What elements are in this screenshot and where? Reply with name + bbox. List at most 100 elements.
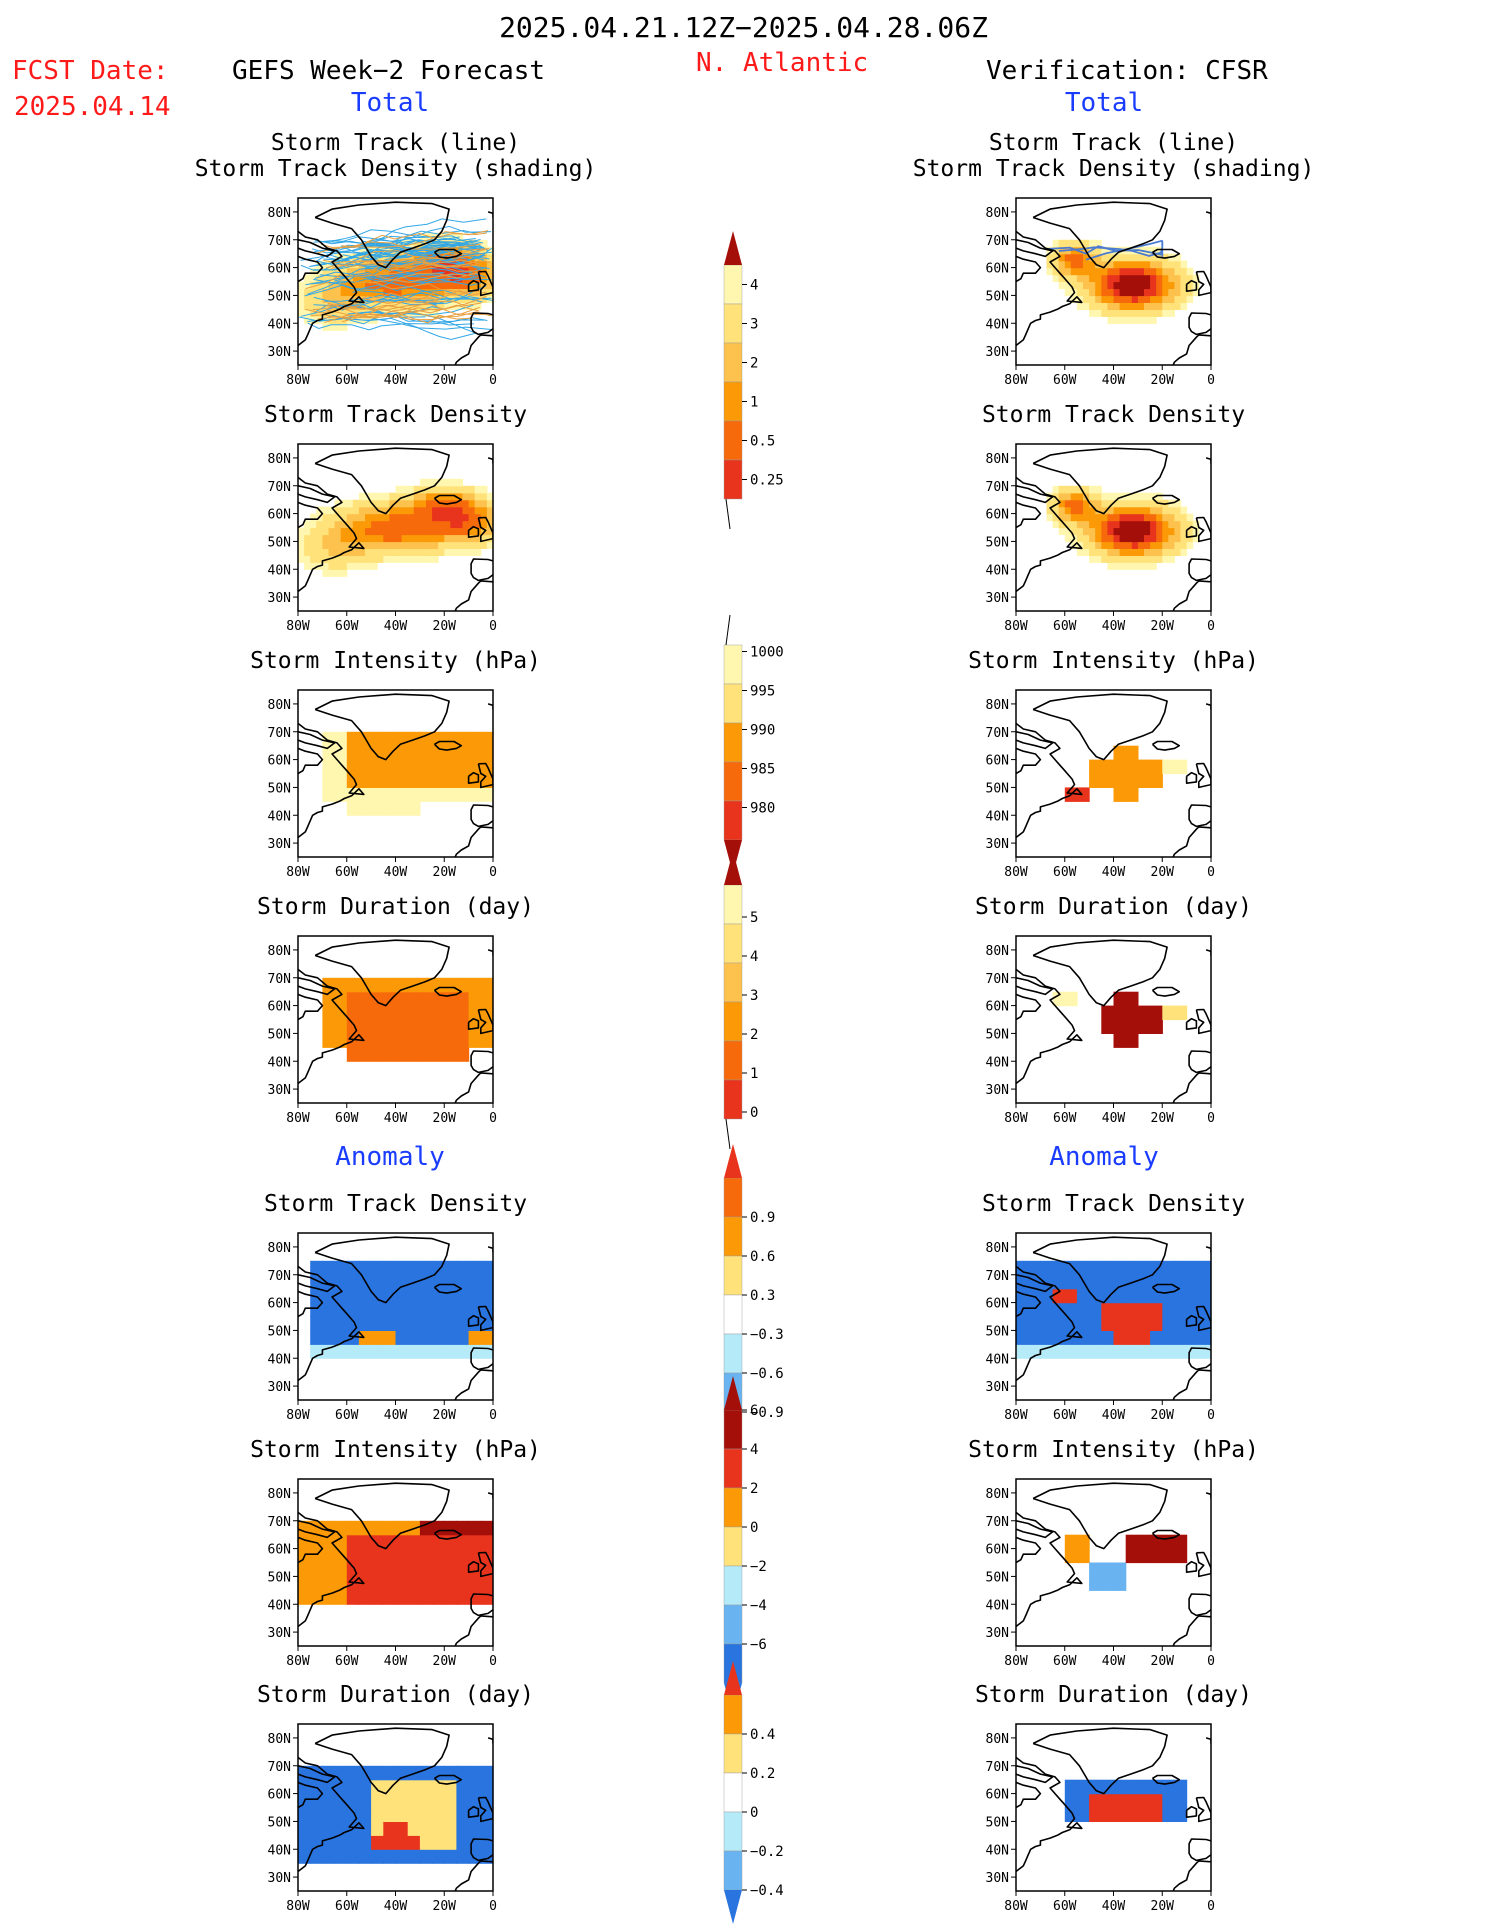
- map-area: [1016, 444, 1211, 611]
- shading-cell: [346, 555, 354, 563]
- shading-cell: [395, 1793, 409, 1809]
- shading-cell: [419, 977, 433, 993]
- panel-subtitle: Storm Track Density (shading): [195, 156, 597, 182]
- shading-cell: [432, 773, 445, 788]
- shading-cell: [407, 1576, 421, 1591]
- shading-cell: [1064, 506, 1072, 515]
- shading-cell: [456, 527, 464, 536]
- shading-cell: [468, 485, 476, 494]
- storm-track-line: [358, 276, 479, 284]
- shading-cell: [419, 506, 427, 515]
- shading-cell: [383, 1534, 397, 1550]
- shading-cell: [419, 1807, 433, 1822]
- shading-cell: [401, 520, 409, 529]
- shading-cell: [358, 1019, 372, 1034]
- shading-cell: [383, 1835, 397, 1850]
- shading-cell: [346, 745, 360, 761]
- shading-cell: [1174, 527, 1182, 536]
- shading-cell: [486, 506, 493, 515]
- shading-cell: [383, 1793, 397, 1809]
- coastline: [1172, 334, 1211, 365]
- shading-cell: [474, 499, 482, 508]
- shading-cell: [486, 492, 493, 501]
- y-tick-label: 50N: [268, 1027, 291, 1042]
- shading-cell: [395, 302, 403, 310]
- shading-cell: [383, 1548, 397, 1564]
- shading-cell: [456, 534, 464, 543]
- coastline: [1195, 516, 1211, 543]
- shading-cell: [480, 991, 493, 1007]
- storm-track-line: [317, 241, 482, 254]
- shading-cell: [371, 309, 378, 317]
- shading-cell: [371, 555, 378, 563]
- shading-cell: [456, 548, 464, 556]
- coastline: [477, 1551, 493, 1578]
- shading-cell: [340, 562, 348, 570]
- colorbar-label: −0.2: [750, 1844, 784, 1860]
- shading-cell: [1131, 548, 1139, 556]
- shading-cell: [1076, 1316, 1090, 1331]
- shading-cell: [1083, 541, 1090, 549]
- shading-cell: [1101, 759, 1115, 775]
- shading-cell: [346, 731, 360, 747]
- shading-cell: [419, 274, 427, 283]
- shading-cell: [1107, 302, 1115, 310]
- shading-cell: [310, 267, 317, 276]
- coastline: [298, 1274, 336, 1293]
- shading-cell: [346, 513, 354, 522]
- y-tick-label: 40N: [986, 1598, 1009, 1613]
- shading-cell: [1064, 1274, 1078, 1290]
- shading-cell: [383, 1520, 397, 1536]
- y-tick-label: 30N: [986, 591, 1009, 606]
- shading-cell: [1089, 288, 1096, 297]
- shading-cell: [456, 1344, 470, 1359]
- colorbar-label: 990: [750, 723, 775, 739]
- shading-cell: [1052, 1316, 1066, 1331]
- shading-cell: [480, 1019, 493, 1034]
- shading-cell: [365, 499, 372, 508]
- shading-cell: [1137, 1019, 1151, 1034]
- shading-cell: [480, 1260, 493, 1276]
- shading-cell: [413, 253, 421, 262]
- shading-cell: [298, 534, 305, 543]
- shading-cell: [1107, 499, 1115, 508]
- shading-cell: [1174, 1779, 1188, 1795]
- shading-cell: [1174, 295, 1182, 303]
- shading-cell: [365, 541, 372, 549]
- shading-cell: [1089, 548, 1096, 556]
- shading-cell: [395, 759, 409, 775]
- shading-cell: [1150, 281, 1157, 290]
- shading-cell: [468, 1274, 482, 1290]
- shading-cell: [1150, 1316, 1163, 1331]
- shading-cell: [1089, 1562, 1102, 1577]
- shading-cell: [1174, 1316, 1188, 1331]
- shading-cell: [316, 541, 323, 549]
- shading-cell: [346, 1274, 360, 1290]
- colorbar-label: 4: [750, 1442, 758, 1458]
- storm-track-line: [369, 218, 487, 242]
- shading-cell: [383, 1260, 397, 1276]
- shading-cell: [1016, 1330, 1029, 1345]
- shading-cell: [358, 1534, 372, 1550]
- shading-cell: [371, 1260, 384, 1276]
- shading-cell: [1089, 1260, 1102, 1276]
- coastline: [1172, 1072, 1211, 1103]
- shading-cell: [1089, 1274, 1102, 1290]
- shading-cell: [1101, 1274, 1115, 1290]
- map-area: [1016, 198, 1211, 365]
- shading-cell: [1168, 534, 1175, 543]
- x-tick-label: 80W: [1004, 373, 1028, 388]
- shading-cell: [432, 555, 439, 563]
- shading-cell: [1186, 288, 1194, 297]
- shading-cell: [413, 548, 421, 556]
- shading-cell: [426, 555, 433, 563]
- shading-cell: [444, 731, 458, 747]
- shading-cell: [383, 520, 390, 529]
- shading-cell: [1186, 281, 1194, 290]
- shading-cell: [340, 527, 348, 536]
- x-tick-label: 20W: [433, 1654, 457, 1669]
- shading-cell: [450, 492, 457, 501]
- shading-cell: [298, 1590, 311, 1605]
- x-tick-label: 0: [489, 1111, 497, 1126]
- shading-cell: [1125, 513, 1133, 522]
